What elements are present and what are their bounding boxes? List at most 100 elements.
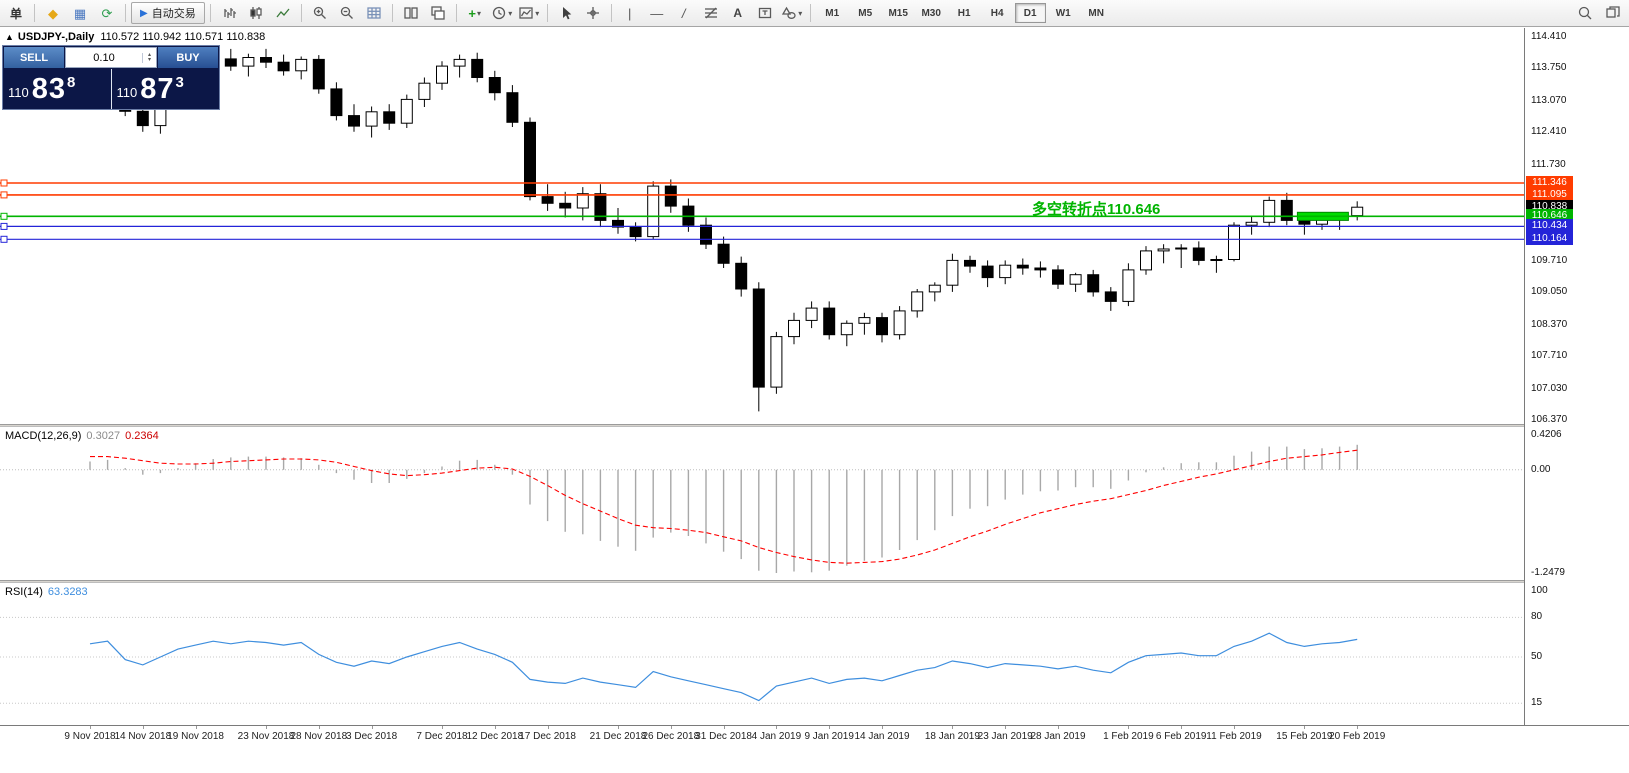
- rsi-panel[interactable]: RSI(14) 63.3283: [0, 583, 1524, 725]
- add-indicator-button[interactable]: + ▾: [462, 1, 488, 25]
- rsi-scale-label: 80: [1531, 611, 1543, 623]
- date-label: 3 Dec 2018: [346, 731, 398, 742]
- sell-price-main: 110: [8, 85, 29, 100]
- symbol-period-label: USDJPY-,Daily: [17, 31, 95, 43]
- rsi-value: 63.3283: [47, 586, 88, 598]
- candlestick-icon: [250, 7, 262, 19]
- cursor-icon: [562, 7, 572, 20]
- buy-price-main: 110: [116, 85, 138, 100]
- price-scale-label: 109.050: [1531, 286, 1568, 298]
- macd-scale-label: 0.4206: [1531, 429, 1562, 440]
- search-icon: [1578, 6, 1592, 20]
- horizontal-line-tool-button[interactable]: —: [644, 1, 670, 25]
- date-label: 11 Feb 2019: [1206, 731, 1262, 742]
- date-label: 28 Jan 2019: [1030, 731, 1086, 742]
- pivot-annotation-text[interactable]: 多空转折点110.646: [1032, 201, 1161, 218]
- toolbar-separator: [809, 4, 811, 22]
- zoom-out-button[interactable]: [334, 1, 360, 25]
- date-label: 7 Dec 2018: [416, 731, 468, 742]
- date-label: 14 Nov 2018: [114, 731, 172, 742]
- label-tool-button[interactable]: [752, 1, 778, 25]
- auto-scroll-button[interactable]: [361, 1, 387, 25]
- timeframe-MN[interactable]: MN: [1088, 7, 1104, 19]
- one-click-trading-panel: SELL 0.10 ▴ ▾ BUY 110 83 8 110 87 3: [2, 45, 220, 110]
- fibonacci-tool-button[interactable]: [698, 1, 724, 25]
- stepper-down-icon[interactable]: ▾: [147, 56, 151, 63]
- panel-separator[interactable]: [0, 424, 1629, 427]
- cascade-windows-button[interactable]: [425, 1, 451, 25]
- main-chart-panel[interactable]: ▲ USDJPY-,Daily 110.572 110.942 110.571 11…: [0, 28, 1524, 424]
- macd-main-value: 0.3027: [86, 430, 121, 442]
- timeframe-H4[interactable]: H4: [990, 7, 1004, 19]
- buy-button[interactable]: BUY: [158, 47, 218, 68]
- timeframe-M1[interactable]: M1: [825, 7, 840, 19]
- timeframe-W1[interactable]: W1: [1055, 7, 1071, 19]
- zoom-in-icon: [313, 6, 326, 19]
- volume-stepper[interactable]: ▴ ▾: [142, 51, 156, 63]
- collapse-panel-icon[interactable]: ▲: [5, 32, 14, 42]
- price-tag: 110.434: [1526, 219, 1573, 233]
- cursor-tool-button[interactable]: [553, 1, 579, 25]
- volume-field[interactable]: 0.10 ▴ ▾: [65, 47, 157, 68]
- chevron-down-icon: ▾: [535, 8, 540, 18]
- toolbar-separator: [455, 4, 457, 22]
- crosshair-tool-button[interactable]: [580, 1, 606, 25]
- axis-tick: [142, 726, 144, 729]
- new-window-button[interactable]: [1600, 1, 1626, 25]
- date-label: 18 Jan 2019: [924, 731, 980, 742]
- timeframe-M30[interactable]: M30: [921, 7, 941, 19]
- text-tool-button[interactable]: A: [725, 1, 751, 25]
- profile-icon[interactable]: ◆: [40, 1, 66, 25]
- search-button[interactable]: [1572, 1, 1598, 25]
- date-label: 26 Dec 2018: [642, 731, 700, 742]
- templates-button[interactable]: ▾: [516, 1, 542, 25]
- stepper-up-icon[interactable]: ▴: [147, 51, 151, 58]
- indicator-plus-icon: +: [468, 5, 476, 21]
- rsi-label: RSI(14): [5, 586, 43, 598]
- axis-tick: [1181, 726, 1183, 729]
- macd-panel[interactable]: MACD(12,26,9) 0.3027 0.2364: [0, 427, 1524, 580]
- timeframe-D1[interactable]: D1: [1014, 3, 1046, 23]
- template-chart-icon: [519, 7, 533, 19]
- play-icon: ▶: [140, 7, 148, 19]
- tile-windows-icon: [404, 7, 418, 19]
- price-scale-label: 107.030: [1531, 382, 1568, 394]
- refresh-icon[interactable]: ⟳: [94, 1, 120, 25]
- shapes-tool-button[interactable]: ▾: [779, 1, 805, 25]
- timeframe-H1[interactable]: H1: [957, 7, 971, 19]
- timeframe-M15[interactable]: M15: [888, 7, 908, 19]
- axis-tick: [1058, 726, 1059, 729]
- auto-trading-button[interactable]: ▶ 自动交易: [131, 2, 205, 24]
- trendline-tool-button[interactable]: /: [671, 1, 697, 25]
- macd-title: MACD(12,26,9) 0.3027 0.2364: [5, 430, 159, 442]
- text-tool-icon: A: [733, 6, 743, 20]
- candlestick-type-button[interactable]: [243, 1, 269, 25]
- toolbar-separator: [610, 4, 612, 22]
- horizontal-line-icon: —: [650, 5, 664, 21]
- text-label-icon: [758, 7, 771, 19]
- price-scale-label: 114.410: [1531, 31, 1567, 42]
- date-label: 23 Nov 2018: [237, 731, 295, 742]
- panel-separator[interactable]: [0, 580, 1629, 583]
- toolbar-separator: [125, 4, 126, 22]
- market-watch-icon[interactable]: ▦: [67, 1, 93, 25]
- axis-tick: [1304, 726, 1306, 729]
- bar-chart-type-button[interactable]: [216, 1, 242, 25]
- date-label: 4 Jan 2019: [751, 731, 802, 742]
- line-chart-type-button[interactable]: [270, 1, 296, 25]
- axis-tick: [1128, 726, 1130, 729]
- periods-button[interactable]: ▾: [489, 1, 515, 25]
- crosshair-icon: [586, 7, 599, 19]
- price-scale[interactable]: 114.410 113.750 113.070 112.410 111.730 109.7…: [1524, 28, 1629, 725]
- zoom-in-button[interactable]: [307, 1, 333, 25]
- date-axis[interactable]: 9 Nov 2018 14 Nov 2018 19 Nov 2018 23 Nov 2…: [0, 725, 1629, 747]
- toolbar: 单 ◆ ▦ ⟳ ▶ 自动交易 + ▾ ▾ ▾ | — / A ▾ M1 M5 M15 M…: [0, 0, 1629, 27]
- new-order-button[interactable]: 单: [9, 6, 22, 21]
- ohlc-bars-icon: [224, 8, 236, 18]
- vertical-line-tool-button[interactable]: |: [617, 1, 643, 25]
- rsi-chart-canvas: [0, 616, 1524, 704]
- sell-button[interactable]: SELL: [4, 47, 64, 68]
- tile-windows-button[interactable]: [398, 1, 424, 25]
- timeframe-M5[interactable]: M5: [858, 7, 873, 19]
- grid-table-icon: [367, 7, 381, 19]
